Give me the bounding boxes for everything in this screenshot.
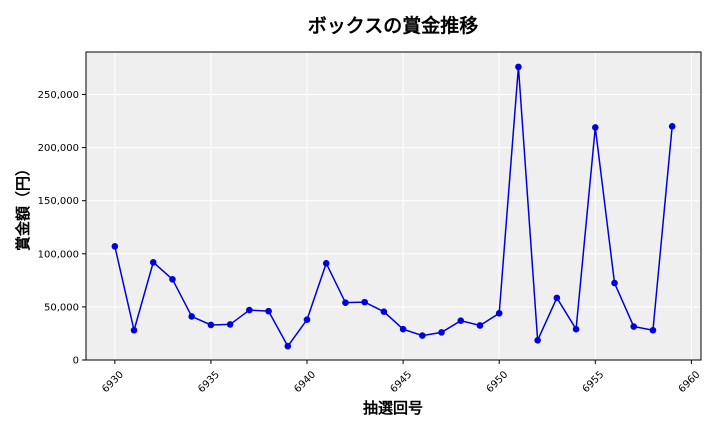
x-tick-label: 6960: [677, 369, 703, 395]
x-axis-label: 抽選回号: [363, 399, 423, 417]
y-axis-label: 賞金額（円）: [14, 161, 32, 251]
data-point: [534, 337, 541, 344]
data-point: [169, 275, 176, 283]
chart-title: ボックスの賞金推移: [308, 14, 478, 37]
x-tick-label: 6955: [581, 369, 607, 395]
data-point: [457, 317, 465, 325]
data-point: [515, 63, 522, 71]
y-tick-label: 100,000: [38, 249, 79, 260]
data-point: [226, 321, 234, 328]
data-point: [591, 124, 599, 131]
y-tick-label: 150,000: [38, 196, 79, 207]
data-point: [611, 279, 618, 287]
data-point: [630, 323, 638, 330]
y-tick-label: 0: [73, 356, 79, 367]
series-line: [114, 66, 673, 348]
data-point: [476, 322, 484, 329]
x-tick-label: 6945: [388, 369, 414, 395]
x-tick-label: 6935: [196, 369, 222, 395]
data-point: [399, 325, 407, 333]
x-tick-label: 6930: [100, 369, 126, 395]
x-tick-label: 6950: [485, 369, 511, 395]
data-point: [572, 325, 580, 333]
x-tick-label: 6940: [292, 369, 318, 395]
data-point: [342, 299, 349, 306]
data-point: [207, 321, 215, 329]
data-point: [188, 313, 196, 320]
data-point: [438, 329, 445, 336]
data-point: [130, 326, 138, 334]
data-point: [419, 332, 426, 339]
data-point: [111, 243, 119, 250]
y-tick-label: 200,000: [38, 143, 79, 154]
plot-frame: [85, 51, 702, 361]
y-tick-label: 250,000: [38, 90, 79, 101]
plot-area: [86, 52, 701, 360]
data-point: [668, 123, 676, 130]
data-point: [649, 326, 657, 334]
grid: [86, 52, 701, 361]
data-point: [149, 258, 157, 266]
y-tick-label: 50,000: [44, 302, 79, 313]
data-point: [322, 260, 330, 267]
data-point: [265, 307, 272, 315]
data-point: [284, 342, 292, 350]
data-point: [380, 308, 388, 315]
data-point: [361, 298, 368, 306]
data-point: [303, 316, 311, 323]
data-point: [246, 306, 253, 314]
data-point: [495, 309, 503, 317]
series-group: [111, 63, 676, 350]
data-point: [553, 294, 561, 302]
